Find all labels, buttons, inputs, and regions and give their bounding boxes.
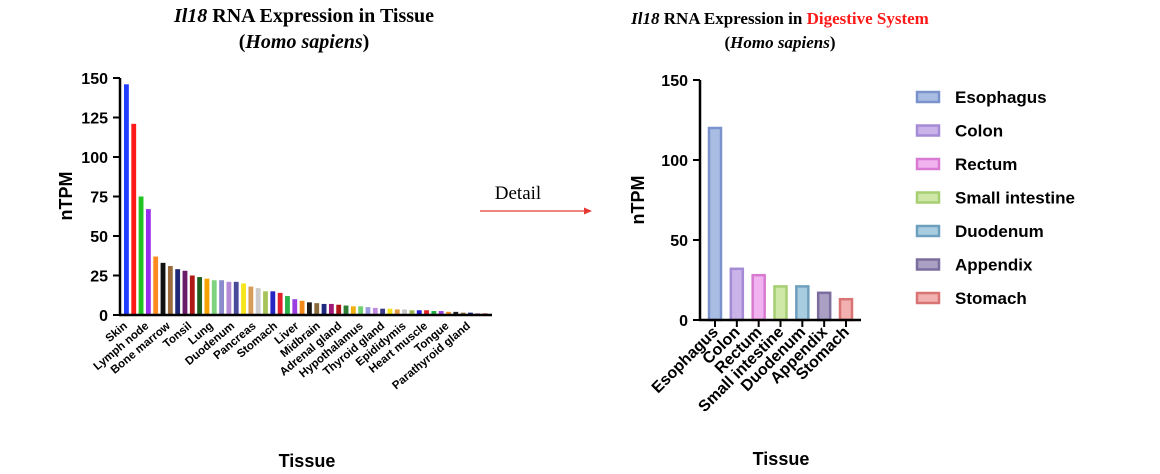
bar xyxy=(219,280,224,315)
legend-label: Colon xyxy=(955,122,1003,141)
bar xyxy=(270,291,276,315)
bar xyxy=(189,275,195,315)
y-tick-label: 100 xyxy=(81,150,108,167)
bar xyxy=(211,280,217,315)
bar xyxy=(409,310,415,315)
bar xyxy=(816,291,832,322)
y-tick-label: 0 xyxy=(99,308,108,325)
bar xyxy=(372,307,378,315)
bar xyxy=(292,299,298,315)
bar xyxy=(175,269,181,315)
bar xyxy=(343,305,349,315)
tissue-bars xyxy=(124,84,488,315)
bar xyxy=(314,303,320,315)
bar xyxy=(424,310,429,315)
legend-swatch xyxy=(915,90,941,104)
bar xyxy=(285,296,290,315)
bar xyxy=(795,285,810,322)
bar xyxy=(182,270,188,315)
bar xyxy=(358,306,364,315)
legend-label: Duodenum xyxy=(955,222,1044,241)
bar xyxy=(380,308,386,315)
bar xyxy=(241,283,246,315)
bar xyxy=(729,267,745,322)
tissue-y-axis-label: nTPM xyxy=(56,172,76,221)
digestive-legend: Esophagus Colon Rectum Small intestine Duode… xyxy=(915,88,1075,308)
bar xyxy=(707,126,723,322)
bar xyxy=(328,303,334,315)
digestive-chart-title-line2: (Homo sapiens) xyxy=(725,33,836,52)
bar xyxy=(204,278,210,315)
legend-swatch xyxy=(915,291,941,305)
bar xyxy=(438,311,444,315)
y-tick-label: 150 xyxy=(661,73,688,90)
digestive-x-axis-label: Tissue xyxy=(753,449,810,469)
legend-label: Appendix xyxy=(955,256,1033,275)
legend-swatch xyxy=(915,124,941,137)
bar xyxy=(307,302,312,315)
bar xyxy=(153,256,159,315)
y-tick-label: 25 xyxy=(90,269,108,286)
tissue-y-axis-ticks: 0 25 50 75 100 125 150 xyxy=(81,71,120,325)
bar xyxy=(394,309,400,315)
legend-swatch xyxy=(915,191,941,204)
bar xyxy=(145,209,151,315)
bar xyxy=(431,311,437,315)
bar xyxy=(226,281,232,315)
bar xyxy=(233,281,239,315)
digestive-y-axis-ticks: 0 50 100 150 xyxy=(661,73,700,330)
bar xyxy=(838,297,854,322)
bar xyxy=(336,304,342,315)
bar xyxy=(402,309,407,315)
bar xyxy=(255,288,261,315)
y-tick-label: 50 xyxy=(90,229,108,246)
digestive-y-axis-label: nTPM xyxy=(628,176,648,225)
bar xyxy=(446,311,451,315)
legend-label: Small intestine xyxy=(955,189,1075,208)
legend-label: Stomach xyxy=(955,289,1027,308)
bar xyxy=(197,277,203,315)
digestive-chart-title-line1: Il18 RNA Expression in Digestive System xyxy=(630,9,929,28)
tissue-chart-title-line2: (Homo sapiens) xyxy=(239,31,370,53)
y-tick-label: 125 xyxy=(81,111,108,128)
bar xyxy=(263,291,268,315)
legend-label: Rectum xyxy=(955,155,1017,174)
bar xyxy=(299,300,305,315)
legend-label: Esophagus xyxy=(955,88,1047,107)
bar xyxy=(453,311,459,315)
tissue-chart-title-line1: Il18 RNA Expression in Tissue xyxy=(173,5,434,27)
legend-swatch xyxy=(915,224,941,238)
y-tick-label: 50 xyxy=(670,233,688,250)
bar xyxy=(124,84,129,315)
tissue-x-axis-label: Tissue xyxy=(279,451,336,471)
y-tick-label: 100 xyxy=(661,153,688,170)
bar xyxy=(350,306,356,315)
bar xyxy=(131,123,137,315)
bar xyxy=(138,196,144,315)
bar xyxy=(416,310,422,315)
bar xyxy=(773,285,788,322)
legend-swatch xyxy=(915,157,941,171)
detail-arrow-head xyxy=(584,207,592,215)
bar xyxy=(167,266,173,315)
bar xyxy=(751,273,766,322)
bar xyxy=(365,307,371,315)
bar xyxy=(277,292,283,315)
digestive-bars xyxy=(707,126,854,322)
bar xyxy=(160,262,166,315)
bar xyxy=(248,286,254,315)
y-tick-label: 75 xyxy=(90,190,108,207)
detail-label: Detail xyxy=(495,183,541,204)
bar xyxy=(387,308,393,315)
y-tick-label: 150 xyxy=(81,71,108,88)
bar xyxy=(321,303,327,315)
legend-swatch xyxy=(915,258,941,271)
y-tick-label: 0 xyxy=(679,313,688,330)
